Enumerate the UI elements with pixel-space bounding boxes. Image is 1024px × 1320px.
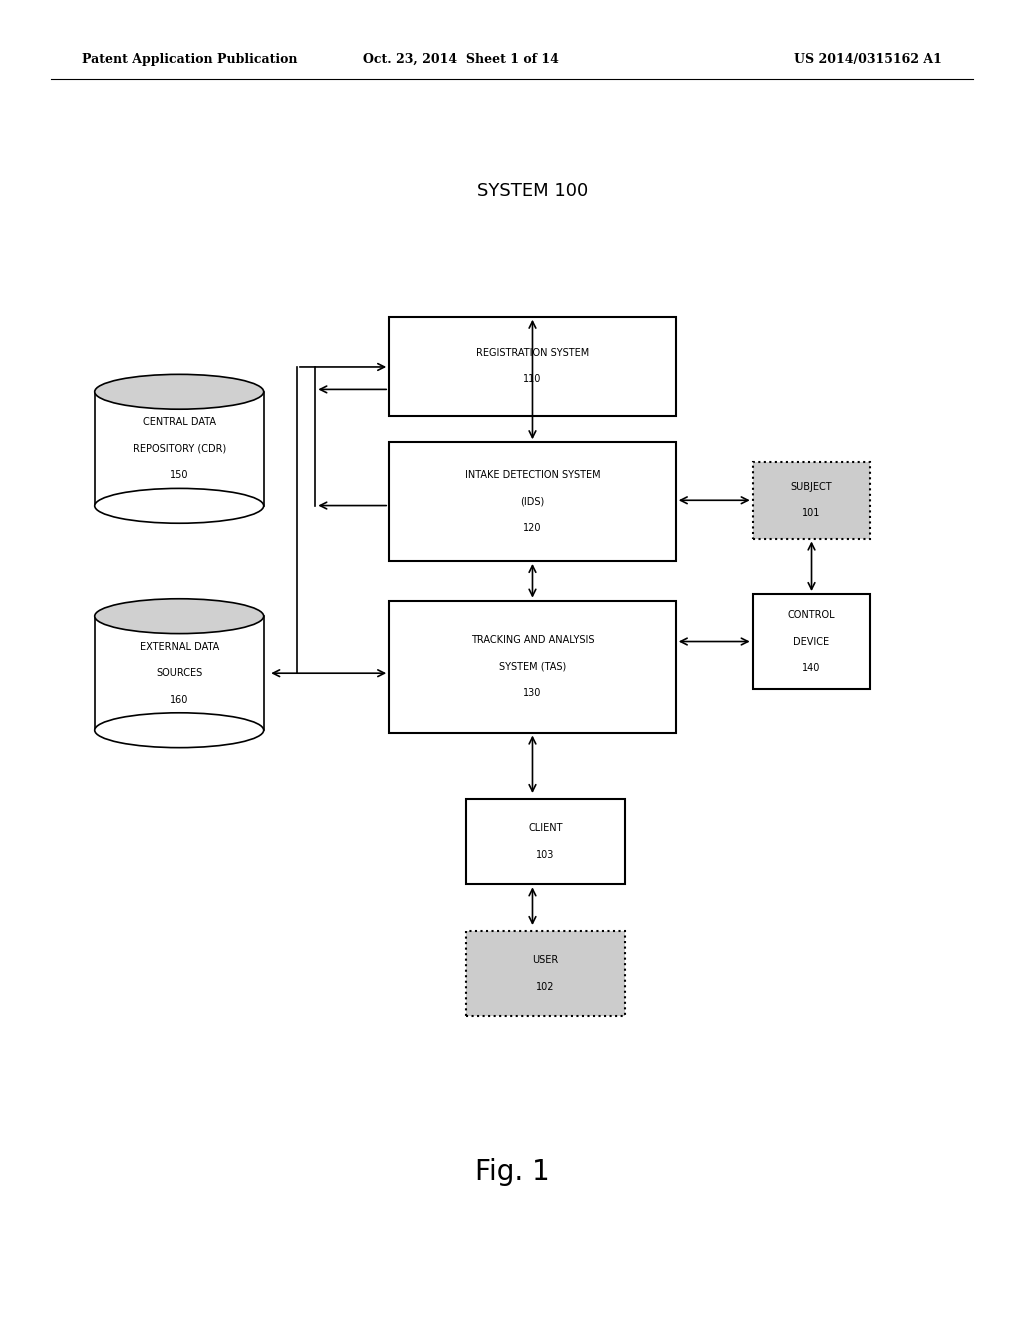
FancyBboxPatch shape xyxy=(389,317,676,416)
Text: (IDS): (IDS) xyxy=(520,496,545,507)
Text: Oct. 23, 2014  Sheet 1 of 14: Oct. 23, 2014 Sheet 1 of 14 xyxy=(362,53,559,66)
Text: USER: USER xyxy=(532,956,558,965)
Text: EXTERNAL DATA: EXTERNAL DATA xyxy=(139,642,219,652)
Ellipse shape xyxy=(94,713,264,747)
FancyBboxPatch shape xyxy=(466,931,625,1016)
Text: 140: 140 xyxy=(803,663,820,673)
Ellipse shape xyxy=(94,488,264,523)
Text: CLIENT: CLIENT xyxy=(528,824,562,833)
Ellipse shape xyxy=(94,375,264,409)
FancyBboxPatch shape xyxy=(466,799,625,884)
Text: 102: 102 xyxy=(536,982,555,991)
Text: 120: 120 xyxy=(523,523,542,533)
FancyBboxPatch shape xyxy=(389,442,676,561)
Text: SUBJECT: SUBJECT xyxy=(791,482,833,492)
Text: 160: 160 xyxy=(170,694,188,705)
Ellipse shape xyxy=(94,599,264,634)
Text: 150: 150 xyxy=(170,470,188,480)
Text: 110: 110 xyxy=(523,375,542,384)
Bar xyxy=(94,616,264,730)
Text: Patent Application Publication: Patent Application Publication xyxy=(82,53,297,66)
Text: 130: 130 xyxy=(523,688,542,698)
Bar xyxy=(94,392,264,506)
Text: CONTROL: CONTROL xyxy=(787,610,836,620)
Text: 101: 101 xyxy=(803,508,820,519)
FancyBboxPatch shape xyxy=(389,601,676,733)
Text: SYSTEM (TAS): SYSTEM (TAS) xyxy=(499,661,566,672)
Text: 103: 103 xyxy=(537,850,554,859)
FancyBboxPatch shape xyxy=(753,594,870,689)
Text: REGISTRATION SYSTEM: REGISTRATION SYSTEM xyxy=(476,348,589,358)
Text: INTAKE DETECTION SYSTEM: INTAKE DETECTION SYSTEM xyxy=(465,470,600,480)
Text: SOURCES: SOURCES xyxy=(156,668,203,678)
Text: Fig. 1: Fig. 1 xyxy=(475,1158,549,1187)
Text: REPOSITORY (CDR): REPOSITORY (CDR) xyxy=(132,444,226,454)
FancyBboxPatch shape xyxy=(753,462,870,539)
Text: TRACKING AND ANALYSIS: TRACKING AND ANALYSIS xyxy=(471,635,594,645)
Text: DEVICE: DEVICE xyxy=(794,636,829,647)
Text: US 2014/0315162 A1: US 2014/0315162 A1 xyxy=(795,53,942,66)
Text: SYSTEM 100: SYSTEM 100 xyxy=(477,182,588,201)
Text: CENTRAL DATA: CENTRAL DATA xyxy=(142,417,216,428)
